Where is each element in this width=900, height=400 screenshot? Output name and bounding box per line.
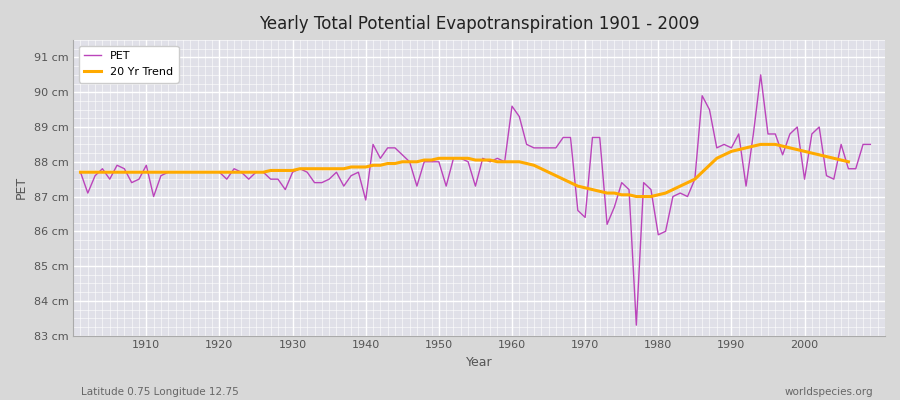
PET [594, 135, 605, 140]
PET [631, 323, 642, 328]
PET [755, 72, 766, 77]
PET [75, 170, 86, 175]
Line: 20 Yr Trend: 20 Yr Trend [80, 144, 849, 196]
PET [133, 177, 144, 182]
Title: Yearly Total Potential Evapotranspiration 1901 - 2009: Yearly Total Potential Evapotranspiratio… [259, 15, 699, 33]
20 Yr Trend [500, 159, 510, 164]
20 Yr Trend [133, 170, 144, 175]
PET [294, 166, 305, 171]
Legend: PET, 20 Yr Trend: PET, 20 Yr Trend [78, 46, 178, 82]
20 Yr Trend [594, 189, 605, 194]
PET [507, 104, 517, 108]
Text: Latitude 0.75 Longitude 12.75: Latitude 0.75 Longitude 12.75 [81, 387, 239, 397]
PET [500, 159, 510, 164]
X-axis label: Year: Year [466, 356, 492, 369]
Y-axis label: PET: PET [15, 176, 28, 200]
20 Yr Trend [507, 159, 517, 164]
20 Yr Trend [338, 166, 349, 171]
PET [338, 184, 349, 188]
20 Yr Trend [294, 166, 305, 171]
Text: worldspecies.org: worldspecies.org [785, 387, 873, 397]
20 Yr Trend [75, 170, 86, 175]
Line: PET: PET [80, 75, 870, 325]
PET [865, 142, 876, 147]
